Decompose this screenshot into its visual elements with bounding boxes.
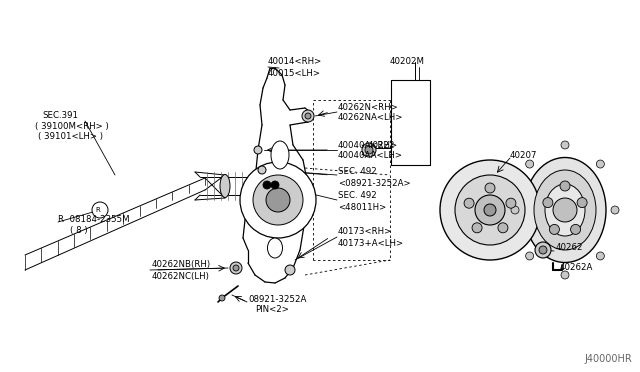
Circle shape: [266, 188, 290, 212]
Text: 40262NB(RH): 40262NB(RH): [152, 260, 211, 269]
Circle shape: [596, 160, 604, 168]
Ellipse shape: [534, 170, 596, 250]
Circle shape: [258, 166, 266, 174]
Text: 40173<RH>: 40173<RH>: [338, 228, 392, 237]
Circle shape: [485, 183, 495, 193]
Text: <48011H>: <48011H>: [338, 202, 387, 212]
Text: <08921-3252A>: <08921-3252A>: [338, 179, 411, 187]
Text: 40262: 40262: [556, 244, 584, 253]
Text: SEC.391: SEC.391: [42, 110, 78, 119]
Circle shape: [535, 242, 551, 258]
Ellipse shape: [220, 174, 230, 198]
Circle shape: [577, 198, 587, 208]
Circle shape: [472, 223, 482, 233]
Circle shape: [525, 160, 534, 168]
Text: SEC. 492: SEC. 492: [338, 192, 377, 201]
Text: 40262NA<LH>: 40262NA<LH>: [338, 113, 403, 122]
Ellipse shape: [268, 238, 282, 258]
Circle shape: [240, 162, 316, 238]
Circle shape: [475, 195, 505, 225]
Circle shape: [92, 202, 108, 218]
Circle shape: [543, 198, 553, 208]
Circle shape: [464, 198, 474, 208]
Circle shape: [263, 181, 271, 189]
Text: 40262N<RH>: 40262N<RH>: [338, 103, 399, 112]
Circle shape: [455, 175, 525, 245]
Ellipse shape: [524, 157, 606, 263]
Ellipse shape: [271, 141, 289, 169]
Text: R: R: [95, 207, 100, 213]
Circle shape: [233, 265, 239, 271]
Text: 40262A: 40262A: [560, 263, 593, 273]
Circle shape: [440, 160, 540, 260]
Text: ( 39100M<RH> ): ( 39100M<RH> ): [35, 122, 109, 131]
Circle shape: [553, 198, 577, 222]
Circle shape: [539, 246, 547, 254]
Circle shape: [285, 265, 295, 275]
Circle shape: [365, 146, 373, 154]
Text: 40015<LH>: 40015<LH>: [268, 68, 321, 77]
Circle shape: [560, 181, 570, 191]
Text: ( 8 ): ( 8 ): [70, 225, 88, 234]
Circle shape: [302, 110, 314, 122]
Text: 40202M: 40202M: [390, 58, 425, 67]
Text: 40262NC(LH): 40262NC(LH): [152, 272, 210, 280]
Text: ( 39101<LH> ): ( 39101<LH> ): [38, 132, 103, 141]
Text: 40207: 40207: [510, 151, 538, 160]
Text: 08921-3252A: 08921-3252A: [248, 295, 307, 304]
Text: 40222: 40222: [368, 141, 396, 150]
Circle shape: [549, 224, 559, 234]
Circle shape: [511, 206, 519, 214]
Text: J40000HR: J40000HR: [584, 354, 632, 364]
Ellipse shape: [545, 184, 585, 236]
Circle shape: [484, 204, 496, 216]
Circle shape: [253, 175, 303, 225]
Circle shape: [571, 224, 580, 234]
Circle shape: [596, 252, 604, 260]
Circle shape: [561, 271, 569, 279]
Circle shape: [271, 181, 279, 189]
Circle shape: [305, 113, 311, 119]
Circle shape: [254, 146, 262, 154]
Text: R  08184-2355M: R 08184-2355M: [58, 215, 130, 224]
Circle shape: [611, 206, 619, 214]
Circle shape: [506, 198, 516, 208]
Text: 40040A<RH>: 40040A<RH>: [338, 141, 398, 150]
Text: SEC. 492: SEC. 492: [338, 167, 377, 176]
Text: 40040AA<LH>: 40040AA<LH>: [338, 151, 403, 160]
Circle shape: [362, 143, 376, 157]
Circle shape: [525, 252, 534, 260]
Text: 40014<RH>: 40014<RH>: [268, 58, 323, 67]
Circle shape: [561, 141, 569, 149]
Text: 40173+A<LH>: 40173+A<LH>: [338, 238, 404, 247]
Text: PIN<2>: PIN<2>: [255, 305, 289, 314]
Circle shape: [498, 223, 508, 233]
Circle shape: [219, 295, 225, 301]
Circle shape: [230, 262, 242, 274]
